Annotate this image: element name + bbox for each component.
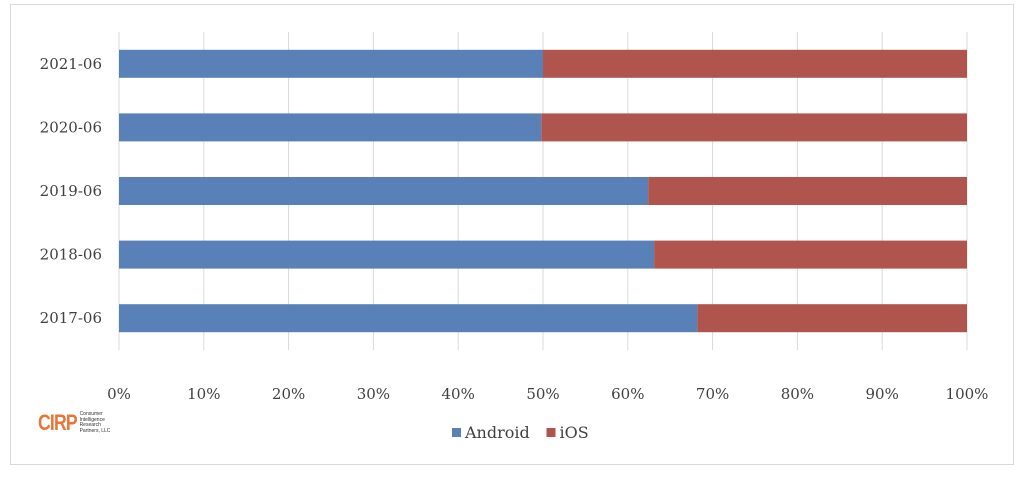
x-tick-label: 60% [611, 385, 644, 403]
logo-line: Research [79, 422, 101, 428]
x-tick-label: 50% [526, 385, 559, 403]
y-tick-label: 2018-06 [40, 246, 102, 264]
x-tick-label: 20% [272, 385, 305, 403]
y-tick-label: 2021-06 [40, 55, 102, 73]
bar-android [119, 240, 655, 269]
bar-ios [654, 240, 967, 269]
legend-swatch-ios [546, 428, 556, 437]
x-tick-label: 30% [357, 385, 390, 403]
y-tick-label: 2019-06 [40, 182, 102, 200]
x-tick-label: 100% [946, 385, 989, 403]
x-tick-label: 0% [107, 385, 131, 403]
x-tick-label: 70% [696, 385, 729, 403]
bar-android [119, 49, 543, 78]
y-tick-label: 2020-06 [40, 118, 102, 136]
bar-ios [697, 304, 967, 333]
logo-line: Partners, LLC [79, 427, 111, 434]
logo-line: Consumer [79, 411, 103, 417]
logo-line: Intelligence [79, 416, 105, 423]
cirp-logo: CIRP Consumer Intelligence Research Part… [38, 410, 110, 436]
bar-android [119, 304, 698, 333]
chart-frame [10, 4, 1014, 465]
bar-android [119, 113, 542, 142]
legend-label-ios: iOS [560, 423, 589, 442]
x-tick-label: 80% [781, 385, 814, 403]
logo-mark: CIRP [38, 410, 78, 435]
legend-swatch-android [452, 428, 461, 437]
y-tick-label: 2017-06 [40, 309, 102, 327]
x-tick-label: 10% [187, 385, 220, 403]
x-tick-label: 40% [442, 385, 475, 403]
x-tick-label: 90% [866, 385, 899, 403]
bar-android [119, 177, 649, 205]
bar-ios [541, 113, 967, 142]
bar-ios [543, 49, 967, 78]
bar-ios [648, 177, 967, 205]
legend-label-android: Android [464, 423, 530, 442]
